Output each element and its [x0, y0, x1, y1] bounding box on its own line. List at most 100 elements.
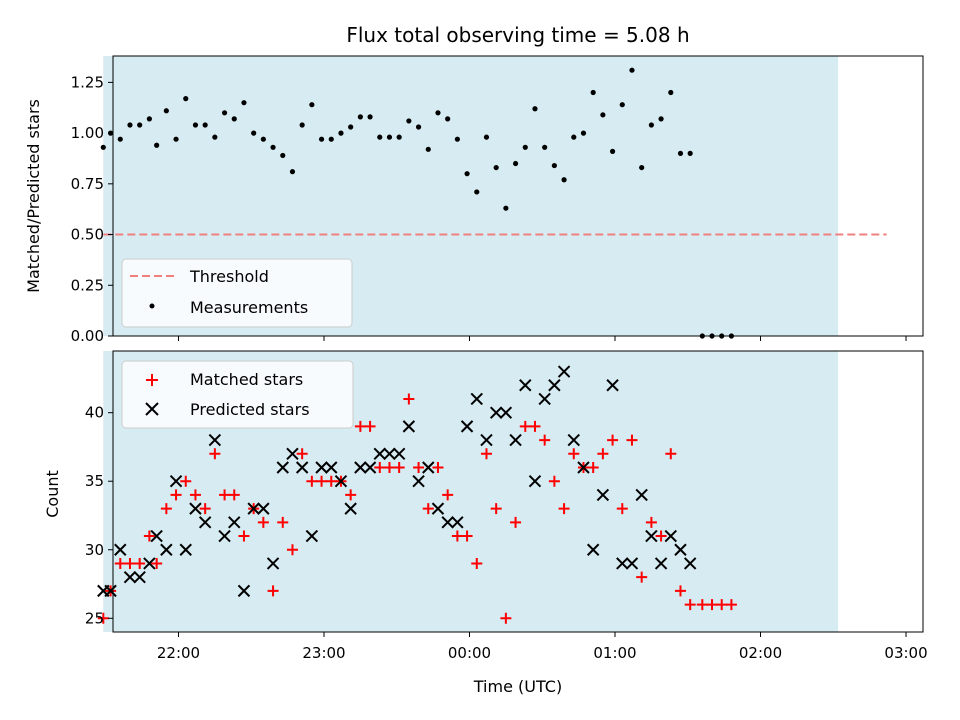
measurement-point [435, 110, 441, 116]
predicted-star-point [276, 461, 289, 474]
predicted-star-point [489, 406, 503, 419]
measurement-point [163, 108, 169, 114]
predicted-star-point [674, 543, 687, 556]
legend-predicted-swatch [145, 402, 159, 416]
count-legend-box [121, 360, 354, 429]
predicted-star-point [334, 475, 348, 488]
matched-star-point [510, 516, 522, 528]
x-tick-label: 01:00 [593, 644, 636, 662]
predicted-star-point [499, 406, 513, 419]
measurement-point [202, 122, 208, 128]
matched-star-point [529, 420, 541, 432]
matched-star-point [306, 475, 318, 487]
matched-star-point [403, 393, 415, 405]
legend-matched-swatch [146, 374, 158, 386]
predicted-star-point [470, 392, 483, 406]
measurement-point [542, 144, 548, 150]
matched-star-point [480, 448, 492, 460]
measurement-point [318, 136, 325, 142]
measurement-point [100, 144, 106, 150]
measurement-point [629, 67, 635, 73]
predicted-star-point [422, 461, 435, 474]
count-y-axis-label: Count [43, 470, 62, 518]
matched-star-point [345, 489, 357, 501]
measurement-point [231, 116, 237, 122]
measurement-point [445, 116, 451, 122]
predicted-star-point [383, 447, 396, 461]
measurement-point [154, 142, 160, 148]
x-tick-label: 23:00 [302, 644, 345, 662]
measurement-point [270, 144, 276, 150]
matched-star-point [665, 448, 677, 460]
matched-star-point [645, 516, 657, 528]
legend-measurements-label: Measurements [190, 298, 308, 317]
predicted-star-point [683, 557, 697, 570]
measurement-point [425, 146, 431, 152]
measurement-point [503, 205, 509, 211]
matched-star-point [706, 599, 718, 611]
predicted-star-point [528, 475, 542, 488]
matched-star-point [422, 503, 434, 515]
predicted-star-point [577, 461, 590, 474]
measurement-point [338, 130, 344, 136]
x-tick-label: 02:00 [739, 644, 782, 662]
matched-star-point [636, 571, 648, 583]
predicted-star-point [198, 516, 212, 529]
measurement-point [377, 134, 383, 140]
matched-star-point [374, 462, 386, 474]
measurement-point [474, 189, 480, 195]
matched-star-point [655, 530, 667, 542]
matched-star-point [267, 585, 279, 597]
measurement-point [609, 148, 616, 154]
matched-star-point [151, 557, 163, 569]
matched-star-point [539, 434, 551, 446]
measurement-point [328, 136, 334, 142]
predicted-star-point [567, 433, 580, 447]
x-tick-label: 00:00 [448, 644, 491, 662]
y-tick-label: 1.00 [71, 124, 104, 142]
predicted-star-point [266, 557, 280, 570]
matched-star-point [684, 599, 696, 611]
measurement-point [415, 124, 422, 130]
measurement-point [483, 134, 490, 140]
legend-measurements-swatch [149, 303, 155, 309]
measurement-point [658, 116, 664, 122]
measurement-point [386, 134, 393, 140]
y-tick-label: 25 [85, 609, 104, 627]
matched-star-point [199, 503, 211, 515]
matched-star-point [626, 434, 638, 446]
matched-star-point [364, 420, 376, 432]
measurement-point [357, 114, 363, 120]
measurement-point [590, 89, 596, 96]
predicted-star-point [257, 502, 270, 515]
measurement-point [192, 122, 199, 128]
measurement-point [677, 150, 684, 156]
matched-star-point [500, 612, 512, 624]
measurement-point [619, 102, 625, 108]
matched-star-point [170, 489, 182, 501]
matched-star-point [189, 489, 201, 501]
matched-star-point [383, 462, 395, 474]
matched-star-point [490, 503, 502, 515]
measurement-point [299, 122, 305, 128]
predicted-star-point [133, 570, 146, 584]
predicted-star-point [431, 502, 445, 515]
matched-star-point [413, 462, 425, 474]
measurement-point [522, 144, 528, 150]
predicted-star-point [548, 379, 561, 392]
matched-star-point [451, 530, 463, 542]
matched-star-point [461, 530, 473, 542]
measurement-point [551, 162, 557, 169]
matched-star-point [114, 557, 126, 569]
measurement-point [493, 164, 499, 171]
matched-star-point [607, 434, 619, 446]
matched-star-point [696, 599, 708, 611]
matched-star-point [97, 612, 109, 624]
matched-star-point [725, 599, 737, 611]
predicted-star-point [441, 516, 454, 529]
predicted-star-point [664, 529, 677, 543]
predicted-star-point [208, 433, 222, 447]
legend-threshold-label: Threshold [189, 267, 269, 286]
